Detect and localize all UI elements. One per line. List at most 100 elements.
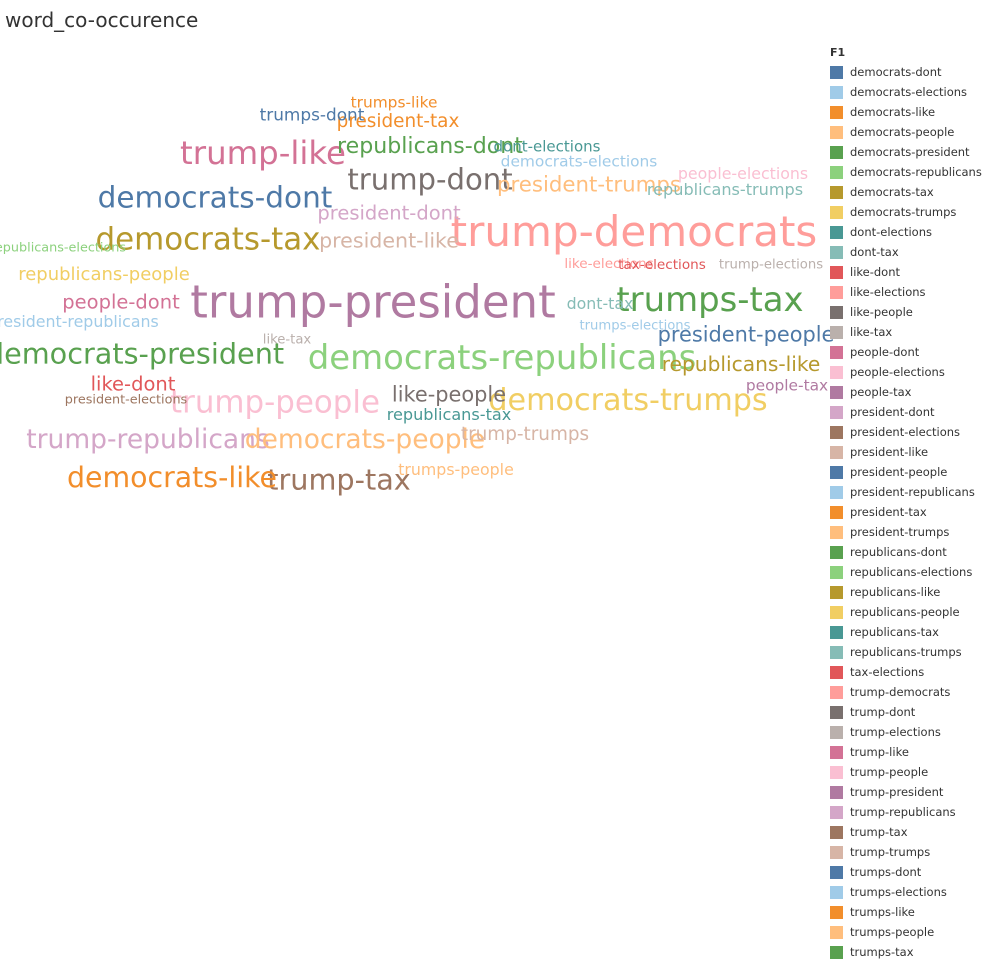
- legend-swatch: [830, 145, 843, 159]
- legend-item[interactable]: republicans-like: [830, 582, 985, 602]
- legend-item[interactable]: democrats-dont: [830, 62, 985, 82]
- legend-item[interactable]: trump-tax: [830, 822, 985, 842]
- legend-swatch: [830, 405, 843, 419]
- legend-label: like-dont: [850, 265, 900, 279]
- legend-item[interactable]: trump-elections: [830, 722, 985, 742]
- word-dont-tax: dont-tax: [566, 294, 634, 314]
- legend-label: people-tax: [850, 385, 912, 399]
- legend-item[interactable]: republicans-trumps: [830, 642, 985, 662]
- legend-label: democrats-republicans: [850, 165, 982, 179]
- legend-label: people-elections: [850, 365, 945, 379]
- word-trump-republicans: trump-republicans: [26, 423, 270, 455]
- legend-item[interactable]: democrats-trumps: [830, 202, 985, 222]
- legend-item[interactable]: trump-trumps: [830, 842, 985, 862]
- legend-item[interactable]: democrats-republicans: [830, 162, 985, 182]
- legend-item[interactable]: trump-republicans: [830, 802, 985, 822]
- word-republicans-people: republicans-people: [18, 264, 190, 285]
- word-trump-president: trump-president: [190, 275, 556, 329]
- legend-item[interactable]: trump-like: [830, 742, 985, 762]
- legend-item[interactable]: republicans-dont: [830, 542, 985, 562]
- legend-item[interactable]: trumps-people: [830, 922, 985, 942]
- word-like-elections: like-elections: [564, 256, 654, 273]
- legend-swatch: [830, 485, 843, 499]
- legend-item[interactable]: president-people: [830, 462, 985, 482]
- legend-swatch: [830, 245, 843, 259]
- legend-item[interactable]: dont-tax: [830, 242, 985, 262]
- word-trumps-tax: trumps-tax: [616, 280, 804, 320]
- word-democrats-trumps: democrats-trumps: [488, 382, 768, 418]
- legend-item[interactable]: president-like: [830, 442, 985, 462]
- word-trump-democrats: trump-democrats: [450, 207, 818, 256]
- legend-item[interactable]: like-people: [830, 302, 985, 322]
- word-president-people: president-people: [657, 322, 835, 347]
- word-cloud: trump-president trump-democrats democrats-…: [0, 40, 834, 520]
- legend-swatch: [830, 525, 843, 539]
- legend-item[interactable]: democrats-president: [830, 142, 985, 162]
- legend-item[interactable]: like-tax: [830, 322, 985, 342]
- legend-item[interactable]: trumps-dont: [830, 862, 985, 882]
- word-president-trumps: president-trumps: [496, 172, 682, 198]
- legend-label: democrats-president: [850, 145, 970, 159]
- word-like-dont: like-dont: [90, 372, 176, 396]
- legend-swatch: [830, 325, 843, 339]
- legend-item[interactable]: republicans-elections: [830, 562, 985, 582]
- legend-label: democrats-dont: [850, 65, 942, 79]
- legend-label: president-tax: [850, 505, 927, 519]
- word-president-like: president-like: [319, 228, 459, 253]
- legend-label: trump-dont: [850, 705, 916, 719]
- legend-label: dont-elections: [850, 225, 932, 239]
- legend-item[interactable]: trump-dont: [830, 702, 985, 722]
- legend: F1 democrats-dont democrats-elections demo…: [830, 46, 985, 962]
- legend-item[interactable]: people-tax: [830, 382, 985, 402]
- legend-swatch: [830, 765, 843, 779]
- word-people-tax: people-tax: [745, 376, 829, 395]
- legend-item[interactable]: trumps-like: [830, 902, 985, 922]
- legend-item[interactable]: democrats-like: [830, 102, 985, 122]
- legend-swatch: [830, 345, 843, 359]
- legend-item[interactable]: president-dont: [830, 402, 985, 422]
- legend-swatch: [830, 265, 843, 279]
- legend-label: republicans-tax: [850, 625, 939, 639]
- legend-label: republicans-people: [850, 605, 960, 619]
- word-trump-like: trump-like: [180, 133, 346, 172]
- legend-label: republicans-elections: [850, 565, 973, 579]
- legend-label: like-tax: [850, 325, 893, 339]
- legend-item[interactable]: trumps-tax: [830, 942, 985, 962]
- legend-item[interactable]: trump-people: [830, 762, 985, 782]
- legend-item[interactable]: trumps-elections: [830, 882, 985, 902]
- legend-item[interactable]: like-dont: [830, 262, 985, 282]
- word-president-elections: president-elections: [64, 392, 188, 408]
- word-trumps-elections: trumps-elections: [579, 318, 691, 334]
- legend-swatch: [830, 305, 843, 319]
- legend-label: president-elections: [850, 425, 961, 439]
- word-democrats-republicans: democrats-republicans: [307, 338, 697, 378]
- legend-item[interactable]: president-trumps: [830, 522, 985, 542]
- legend-item[interactable]: democrats-elections: [830, 82, 985, 102]
- legend-item[interactable]: tax-elections: [830, 662, 985, 682]
- legend-item[interactable]: republicans-people: [830, 602, 985, 622]
- legend-label: democrats-elections: [850, 85, 968, 99]
- legend-swatch: [830, 365, 843, 379]
- legend-item[interactable]: democrats-tax: [830, 182, 985, 202]
- legend-swatch: [830, 185, 843, 199]
- word-president-dont: president-dont: [317, 201, 461, 225]
- legend-label: trump-democrats: [850, 685, 951, 699]
- word-like-tax: like-tax: [262, 332, 312, 348]
- legend-swatch: [830, 65, 843, 79]
- legend-label: president-republicans: [850, 485, 975, 499]
- legend-label: president-dont: [850, 405, 935, 419]
- legend-item[interactable]: president-elections: [830, 422, 985, 442]
- legend-item[interactable]: trump-democrats: [830, 682, 985, 702]
- legend-item[interactable]: people-elections: [830, 362, 985, 382]
- legend-item[interactable]: president-tax: [830, 502, 985, 522]
- legend-swatch: [830, 705, 843, 719]
- legend-item[interactable]: trump-president: [830, 782, 985, 802]
- legend-item[interactable]: like-elections: [830, 282, 985, 302]
- legend-item[interactable]: democrats-people: [830, 122, 985, 142]
- legend-label: republicans-dont: [850, 545, 947, 559]
- legend-item[interactable]: president-republicans: [830, 482, 985, 502]
- legend-item[interactable]: dont-elections: [830, 222, 985, 242]
- legend-item[interactable]: republicans-tax: [830, 622, 985, 642]
- word-people-elections: people-elections: [677, 164, 809, 184]
- legend-item[interactable]: people-dont: [830, 342, 985, 362]
